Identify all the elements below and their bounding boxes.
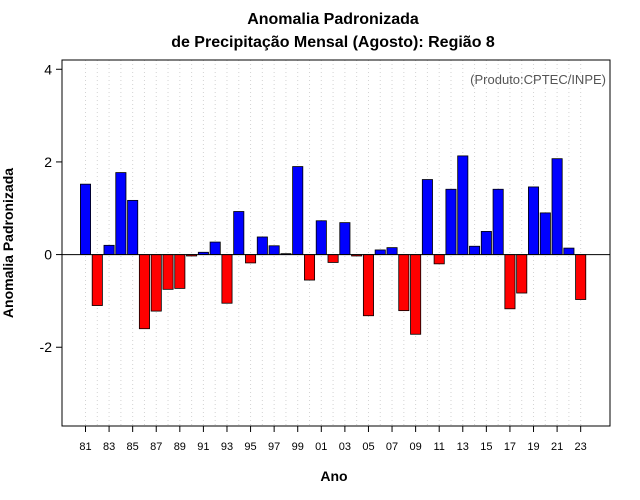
bar-84: [115, 172, 127, 255]
bar-18: [516, 254, 528, 294]
vertical-grid: [85, 60, 582, 426]
y-axis: -2 0 2 4: [40, 61, 62, 355]
x-axis: 81 83 85 87 89 91 93 95 97 99 01 03 05 07 09 11 13 15 17 19…: [79, 426, 587, 453]
chart-subtitle: de Precipitação Mensal (Agosto): Região …: [171, 34, 495, 51]
bar-03: [339, 222, 351, 255]
bar-01: [315, 220, 327, 255]
x-tick-label: 87: [150, 441, 162, 453]
plot-frame: [61, 59, 611, 427]
x-tick-label: 83: [103, 441, 115, 453]
bar-19: [528, 186, 540, 255]
bar-92: [209, 241, 221, 255]
chart-title: Anomalia Padronizada: [247, 11, 419, 28]
x-tick-label: 95: [244, 441, 256, 453]
x-tick-label: 89: [174, 441, 186, 453]
x-tick-label: 21: [551, 441, 563, 453]
bar-86: [138, 254, 150, 330]
bar-20: [539, 212, 551, 255]
x-tick-label: 23: [575, 441, 587, 453]
bar-15: [480, 231, 492, 255]
bar-16: [492, 188, 504, 255]
x-tick-label: 81: [79, 441, 91, 453]
x-axis-title: Ano: [320, 468, 347, 484]
x-tick-label: 07: [386, 441, 398, 453]
bar-94: [233, 211, 245, 255]
bar-88: [162, 254, 174, 290]
bar-12: [445, 188, 457, 255]
x-tick-label: 91: [197, 441, 209, 453]
bar-85: [127, 199, 139, 255]
bar-14: [469, 245, 481, 255]
x-tick-label: 85: [127, 441, 139, 453]
bar-89: [174, 254, 186, 289]
y-axis-title: Anomalia Padronizada: [0, 168, 16, 318]
x-tick-label: 93: [221, 441, 233, 453]
credit-annotation: (Produto:CPTEC/INPE): [470, 72, 606, 87]
bar-95: [245, 254, 257, 264]
bar-11: [433, 254, 445, 265]
bar-21: [551, 158, 563, 255]
y-tick-label: 2: [44, 154, 52, 170]
bars: [80, 155, 587, 335]
bar-83: [103, 244, 115, 255]
bar-96: [256, 236, 268, 255]
x-tick-label: 01: [315, 441, 327, 453]
bar-02: [327, 254, 339, 263]
x-tick-label: 17: [504, 441, 516, 453]
x-tick-label: 15: [480, 441, 492, 453]
bar-00: [304, 254, 316, 281]
bar-23: [575, 254, 587, 300]
x-tick-label: 19: [527, 441, 539, 453]
bar-17: [504, 254, 516, 310]
x-tick-label: 99: [292, 441, 304, 453]
x-tick-label: 05: [362, 441, 374, 453]
bar-81: [80, 183, 92, 255]
x-tick-label: 09: [409, 441, 421, 453]
bar-82: [91, 254, 103, 306]
bar-09: [410, 254, 422, 335]
y-tick-label: 4: [44, 61, 52, 77]
bar-05: [362, 254, 374, 317]
y-tick-label: -2: [40, 339, 53, 355]
bar-99: [292, 166, 304, 255]
bar-22: [563, 247, 575, 255]
x-tick-label: 13: [457, 441, 469, 453]
bar-10: [421, 179, 433, 255]
x-tick-label: 03: [339, 441, 351, 453]
bar-07: [386, 247, 398, 255]
bar-06: [374, 249, 386, 255]
y-tick-label: 0: [44, 247, 52, 263]
bar-13: [457, 155, 469, 255]
x-tick-label: 11: [433, 441, 444, 453]
x-tick-label: 97: [268, 441, 280, 453]
bar-87: [150, 254, 162, 312]
bar-93: [221, 254, 233, 304]
bar-97: [268, 245, 280, 255]
bar-08: [398, 254, 410, 312]
